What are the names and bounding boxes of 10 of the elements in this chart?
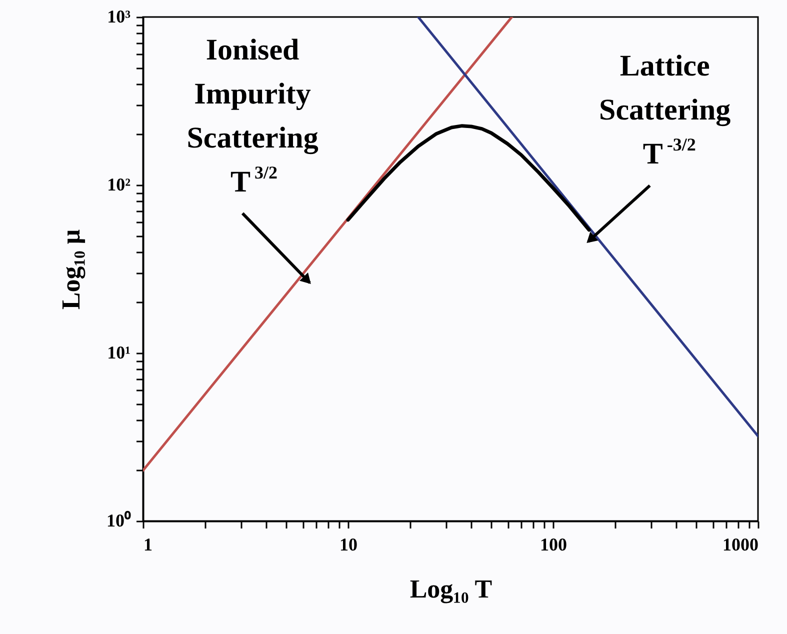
x-tick-label: 1000 [722, 534, 758, 554]
x-axis-title: Log₁₀ T [410, 574, 492, 604]
x-tick-label: 1 [144, 534, 152, 554]
x-tick-label: 10 [340, 534, 358, 554]
y-tick-label: 10¹ [107, 342, 130, 362]
y-tick-label: 10² [107, 174, 130, 194]
x-tick-label: 100 [540, 534, 567, 554]
y-tick-label: 10³ [107, 6, 132, 26]
y-tick-label: 10⁰ [106, 510, 132, 530]
y-axis-title: Log₁₀ μ [56, 229, 86, 310]
